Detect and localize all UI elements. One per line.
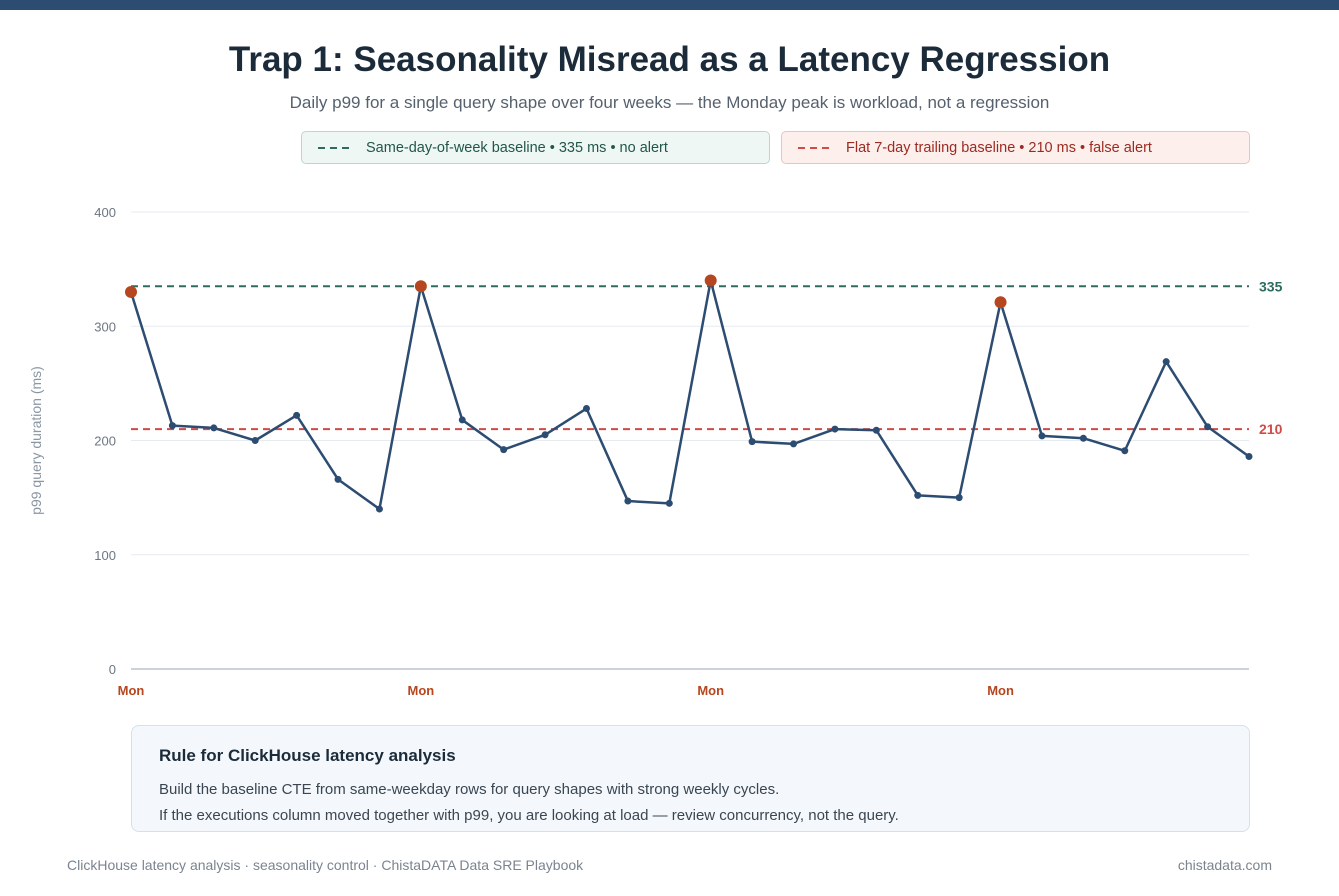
- data-point: [458, 416, 466, 424]
- data-point: [1038, 432, 1046, 440]
- data-point: [748, 438, 756, 446]
- y-axis-label: p99 query duration (ms): [28, 366, 44, 515]
- y-tick-label-200: 200: [94, 434, 116, 449]
- x-tick-label-monday-21: Mon: [987, 683, 1014, 698]
- data-point: [1121, 447, 1129, 455]
- data-point: [251, 437, 259, 444]
- y-tick-label-400: 400: [94, 205, 116, 220]
- latency-line-chart: 0 100 200 300 400 p99 query duration (ms) Mon M…: [28, 205, 1283, 698]
- chart-title: Trap 1: Seasonality Misread as a Latency…: [228, 40, 1111, 79]
- baseline-label-335: 335: [1259, 278, 1283, 294]
- data-point: [914, 491, 922, 499]
- data-point-monday-peak: [704, 274, 717, 287]
- data-point: [168, 422, 176, 430]
- data-point: [334, 475, 342, 483]
- data-point: [293, 411, 301, 419]
- baseline-label-210: 210: [1259, 421, 1283, 437]
- top-accent-bar: [0, 0, 1339, 10]
- rule-title: Rule for ClickHouse latency analysis: [159, 746, 456, 765]
- data-point: [831, 425, 839, 433]
- rule-line-2: If the executions column moved together …: [159, 807, 899, 824]
- data-point: [541, 431, 549, 439]
- footer-caption: ClickHouse latency analysis · seasonalit…: [67, 857, 584, 873]
- data-point: [1204, 423, 1212, 431]
- data-point: [665, 499, 673, 507]
- dashed-line-teal-icon: [318, 146, 354, 149]
- legend-label-good: Same-day-of-week baseline • 335 ms • no …: [366, 139, 668, 156]
- data-point: [872, 426, 880, 434]
- data-point: [1162, 358, 1170, 366]
- data-point-monday-peak: [125, 285, 137, 298]
- data-point-monday-peak: [994, 296, 1007, 309]
- data-point: [1245, 452, 1253, 460]
- data-point: [790, 440, 798, 448]
- rule-callout: Rule for ClickHouse latency analysis Bui…: [131, 725, 1250, 832]
- legend-label-bad: Flat 7-day trailing baseline • 210 ms • …: [846, 139, 1152, 156]
- data-point: [582, 405, 590, 413]
- data-point: [1079, 434, 1087, 442]
- data-point: [210, 424, 218, 432]
- x-tick-label-monday-0: Mon: [118, 683, 145, 698]
- data-point-monday-peak: [414, 280, 427, 293]
- legend-item-flat-trailing-baseline: Flat 7-day trailing baseline • 210 ms • …: [781, 131, 1250, 164]
- chart-subtitle: Daily p99 for a single query shape over …: [289, 93, 1050, 112]
- y-tick-label-0: 0: [109, 662, 116, 677]
- data-point: [624, 497, 632, 505]
- footer-site-link[interactable]: chistadata.com: [1177, 857, 1272, 873]
- y-tick-label-300: 300: [94, 319, 116, 334]
- data-point: [375, 505, 383, 513]
- data-point: [500, 446, 508, 454]
- x-tick-label-monday-14: Mon: [697, 683, 724, 698]
- rule-line-1: Build the baseline CTE from same-weekday…: [159, 781, 780, 798]
- data-point: [955, 494, 963, 502]
- dashed-line-red-icon: [798, 146, 834, 149]
- x-tick-label-monday-7: Mon: [407, 683, 434, 698]
- series-line: [129, 279, 1250, 511]
- y-tick-label-100: 100: [94, 548, 116, 563]
- legend-item-same-weekday-baseline: Same-day-of-week baseline • 335 ms • no …: [301, 131, 770, 164]
